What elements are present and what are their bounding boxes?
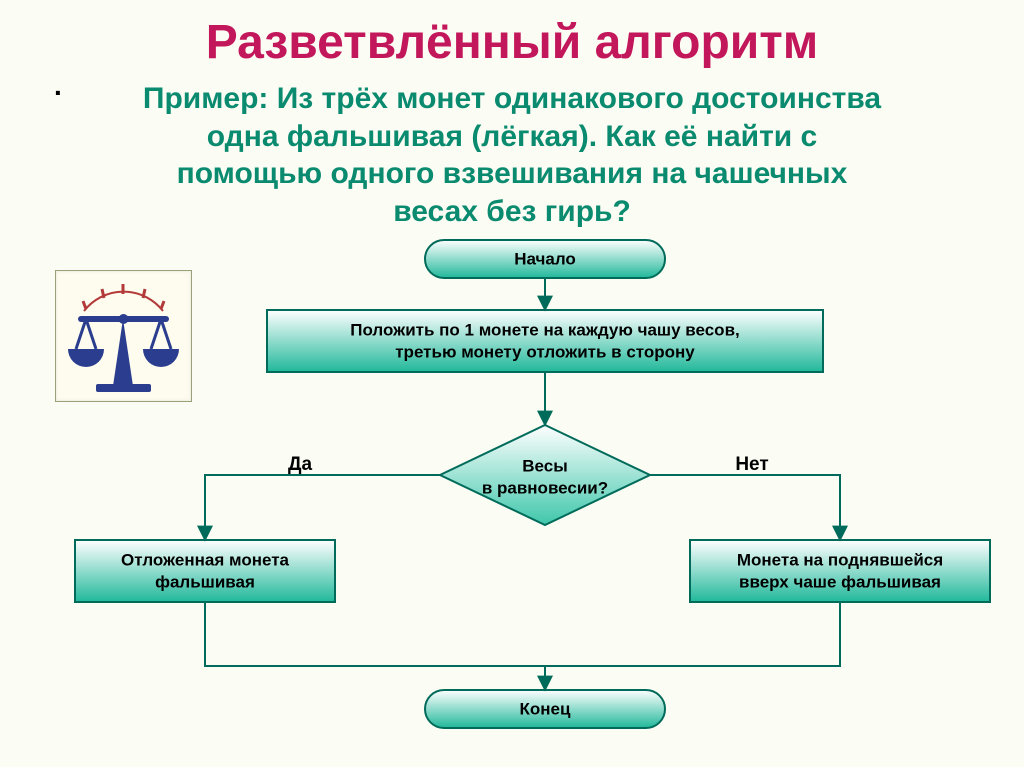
node-step1 [267,310,823,372]
node-decision-line2: в равновесии? [482,478,608,497]
node-end-label: Конец [520,699,571,718]
node-yes-line1: Отложенная монета [121,550,290,569]
node-yes [75,540,335,602]
node-no-line1: Монета на поднявшейся [737,550,943,569]
flowchart: Начало Положить по 1 монете на каждую чаш… [0,0,1024,767]
node-no-line2: вверх чаше фальшивая [739,572,941,591]
label-no: Нет [735,454,768,475]
edge-yes-join [205,602,545,666]
node-decision-line1: Весы [522,456,567,475]
node-step1-line2: третью монету отложить в сторону [395,342,695,361]
edge-decision-yes [205,475,440,540]
node-no [690,540,990,602]
node-start-label: Начало [514,249,576,268]
slide-stage: . Разветвлённый алгоритм Пример: Из трёх… [0,0,1024,767]
edge-decision-no [650,475,840,540]
node-step1-line1: Положить по 1 монете на каждую чашу весо… [350,320,740,339]
label-yes: Да [288,454,313,475]
edge-no-join [545,602,840,666]
node-yes-line2: фальшивая [155,572,255,591]
